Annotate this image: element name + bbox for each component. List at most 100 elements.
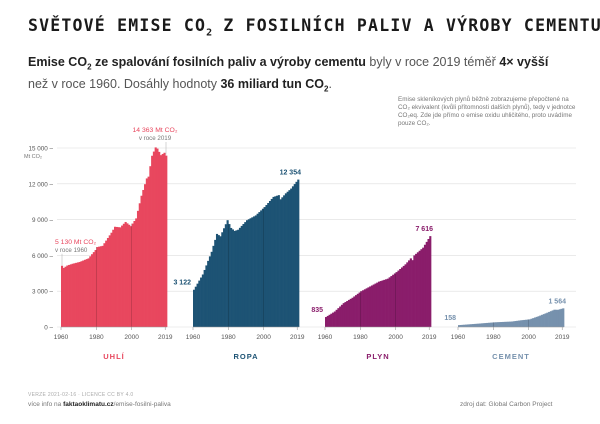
y-tick-label: 0 – — [44, 325, 53, 332]
bar-cement — [482, 323, 485, 327]
end-value-label: 7 616 — [415, 226, 433, 233]
bar-cement — [505, 321, 508, 327]
more-info: více info na faktaoklimatu.cz/emise-fosi… — [28, 401, 171, 408]
bar-ropa — [201, 274, 204, 327]
bar-cement — [480, 323, 484, 327]
bar-uhlí — [98, 246, 101, 327]
bar-ropa — [240, 225, 243, 327]
bar-uhlí — [163, 152, 166, 327]
bar-plyn — [393, 273, 397, 327]
start-value-label: 3 122 — [173, 280, 191, 287]
bar-uhlí — [128, 224, 131, 327]
bar-uhlí — [69, 264, 72, 327]
bar-plyn — [353, 296, 356, 327]
bar-uhlí — [126, 223, 129, 327]
bar-plyn — [369, 286, 372, 327]
bar-cement — [562, 308, 565, 327]
bar-cement — [491, 322, 494, 327]
bar-ropa — [212, 245, 215, 327]
bar-ropa — [217, 235, 220, 327]
x-tick-label: 2019 — [158, 334, 173, 341]
bar-cement — [523, 319, 526, 327]
bar-ropa — [219, 236, 222, 327]
start-value-label: 5 130 Mt CO₂ — [55, 239, 97, 246]
bar-uhlí — [82, 260, 85, 327]
start-value-note: v roce 1960 — [55, 247, 88, 254]
bar-plyn — [351, 297, 354, 327]
bar-ropa — [270, 198, 273, 327]
bar-ropa — [200, 277, 203, 327]
bar-plyn — [408, 260, 411, 327]
bar-cement — [511, 321, 514, 327]
bar-cement — [549, 311, 552, 327]
bar-plyn — [399, 269, 402, 327]
bar-uhlí — [140, 195, 143, 327]
bar-cement — [544, 313, 547, 327]
bar-cement — [541, 314, 544, 327]
bar-ropa — [277, 195, 280, 327]
bar-ropa — [193, 289, 196, 327]
bar-uhlí — [147, 176, 150, 327]
bar-ropa — [196, 283, 199, 327]
bar-uhlí — [158, 151, 161, 327]
bar-ropa — [256, 213, 259, 327]
bar-cement — [473, 323, 477, 327]
x-tick-label: 2000 — [388, 334, 403, 341]
bar-cement — [537, 316, 540, 327]
bar-plyn — [379, 281, 382, 327]
bar-ropa — [226, 220, 229, 327]
bar-plyn — [372, 284, 375, 327]
bar-cement — [496, 322, 499, 327]
bar-plyn — [418, 250, 421, 327]
bar-cement — [542, 314, 545, 327]
bar-plyn — [413, 255, 416, 327]
bar-cement — [502, 321, 505, 327]
bar-uhlí — [85, 259, 88, 327]
bar-ropa — [242, 224, 245, 327]
bar-plyn — [386, 278, 389, 327]
more-info-link[interactable]: faktaoklimatu.cz — [63, 401, 114, 408]
bar-plyn — [367, 287, 370, 327]
x-tick-label: 2000 — [124, 334, 139, 341]
bar-uhlí — [124, 221, 127, 327]
bar-uhlí — [76, 262, 80, 327]
bar-ropa — [284, 193, 287, 327]
x-tick-label: 2000 — [256, 334, 271, 341]
bar-cement — [533, 317, 537, 327]
bar-plyn — [374, 283, 377, 327]
bar-ropa — [268, 200, 272, 327]
bar-cement — [518, 320, 521, 327]
unit-note: Emise skleníkových plynů běžně zobrazuje… — [398, 96, 576, 127]
bar-uhlí — [71, 263, 74, 327]
bar-cement — [488, 322, 491, 327]
bar-cement — [555, 309, 558, 327]
bar-cement — [526, 319, 530, 327]
bar-cement — [470, 324, 473, 327]
bar-plyn — [383, 279, 386, 327]
bar-ropa — [228, 224, 231, 327]
bar-plyn — [328, 314, 331, 327]
bar-uhlí — [64, 266, 67, 327]
bar-ropa — [208, 256, 212, 327]
bar-ropa — [207, 260, 210, 327]
bar-plyn — [406, 262, 409, 327]
y-tick-label: 15 000 – — [28, 146, 53, 153]
bar-plyn — [397, 270, 400, 327]
bar-plyn — [335, 309, 338, 327]
bar-uhlí — [73, 263, 76, 327]
bar-uhlí — [154, 147, 157, 327]
bar-ropa — [249, 218, 252, 327]
bar-ropa — [205, 265, 208, 327]
bar-plyn — [404, 264, 407, 327]
bar-ropa — [263, 207, 266, 327]
bar-cement — [458, 325, 461, 327]
bar-cement — [495, 322, 498, 327]
bar-uhlí — [129, 226, 133, 327]
start-value-label: 158 — [444, 315, 456, 322]
bar-ropa — [288, 190, 291, 327]
bar-cement — [477, 323, 480, 327]
bar-cement — [466, 324, 469, 327]
bar-plyn — [423, 244, 427, 327]
bar-cement — [465, 324, 468, 327]
